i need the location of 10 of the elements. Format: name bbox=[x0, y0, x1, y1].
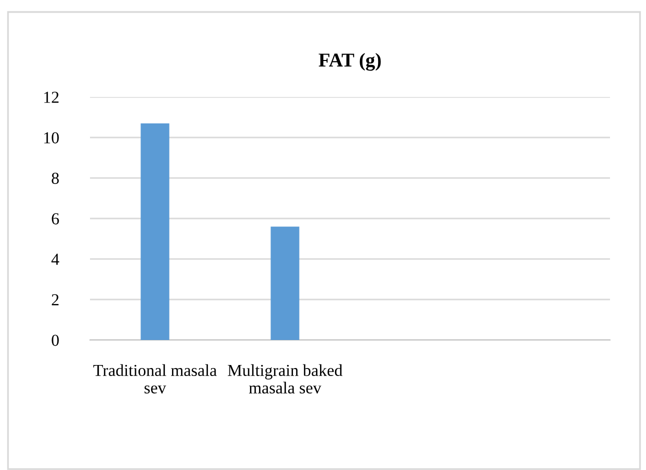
y-tick-label: 0 bbox=[52, 334, 59, 346]
x-tick-label: Multigrain baked masala sev bbox=[228, 364, 342, 394]
x-tick-label: Traditional masala sev bbox=[93, 364, 217, 394]
y-tick-label: 8 bbox=[52, 172, 59, 184]
y-tick-label: 12 bbox=[44, 92, 59, 103]
y-tick-label: 4 bbox=[51, 254, 60, 265]
y-tick-label: 10 bbox=[44, 132, 59, 144]
chart-title: FAT (g) bbox=[318, 52, 381, 71]
y-tick-label: 6 bbox=[52, 213, 59, 224]
y-tick-label: 2 bbox=[52, 294, 59, 306]
